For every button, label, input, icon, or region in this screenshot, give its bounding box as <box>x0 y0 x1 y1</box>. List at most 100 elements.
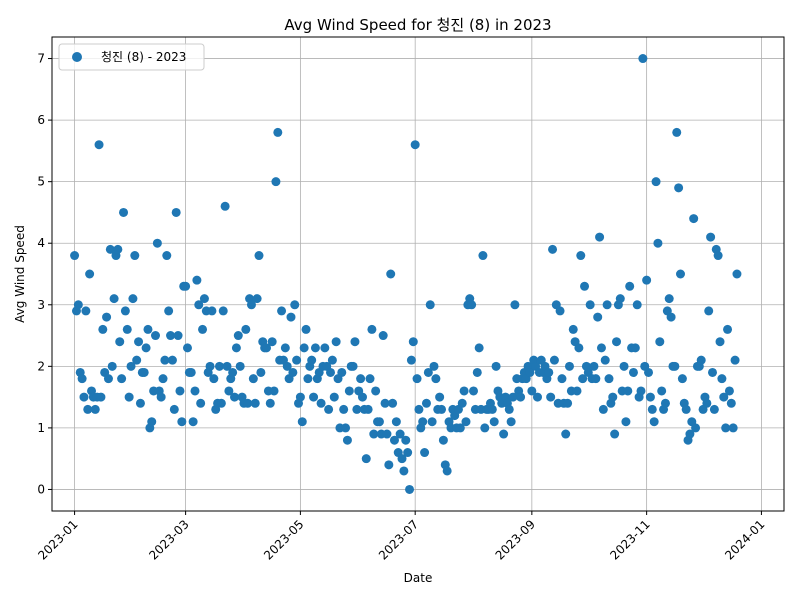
data-point <box>273 128 282 137</box>
data-point <box>341 423 350 432</box>
y-tick-label: 6 <box>37 113 45 127</box>
y-axis-label: Avg Wind Speed <box>13 225 27 323</box>
data-point <box>382 430 391 439</box>
data-point <box>499 430 508 439</box>
data-point <box>78 374 87 383</box>
data-point <box>251 399 260 408</box>
data-point <box>652 177 661 186</box>
data-point <box>710 405 719 414</box>
data-point <box>102 313 111 322</box>
data-point <box>557 374 566 383</box>
data-point <box>317 399 326 408</box>
data-point <box>288 368 297 377</box>
x-axis-label: Date <box>404 571 433 585</box>
data-point <box>661 399 670 408</box>
data-point <box>473 368 482 377</box>
data-point <box>595 233 604 242</box>
data-point <box>586 300 595 309</box>
data-point <box>236 362 245 371</box>
data-point <box>431 374 440 383</box>
data-point <box>657 386 666 395</box>
data-point <box>209 374 218 383</box>
data-point <box>644 368 653 377</box>
data-point <box>729 423 738 432</box>
data-point <box>612 337 621 346</box>
data-point <box>674 183 683 192</box>
data-point <box>207 306 216 315</box>
data-point <box>292 356 301 365</box>
data-point <box>175 386 184 395</box>
data-point <box>177 417 186 426</box>
data-point <box>85 270 94 279</box>
data-point <box>533 393 542 402</box>
data-point <box>119 208 128 217</box>
data-point <box>110 294 119 303</box>
data-point <box>574 343 583 352</box>
data-point <box>277 306 286 315</box>
data-point <box>672 128 681 137</box>
data-point <box>307 356 316 365</box>
data-point <box>379 331 388 340</box>
data-point <box>142 343 151 352</box>
data-point <box>678 374 687 383</box>
data-point <box>475 343 484 352</box>
data-point <box>298 417 307 426</box>
data-point <box>117 374 126 383</box>
data-point <box>646 393 655 402</box>
data-point <box>409 337 418 346</box>
data-point <box>104 374 113 383</box>
data-point <box>505 405 514 414</box>
data-point <box>665 294 674 303</box>
data-point <box>655 337 664 346</box>
chart-title: Avg Wind Speed for 청진 (8) in 2023 <box>284 16 551 34</box>
data-point <box>339 405 348 414</box>
data-point <box>507 417 516 426</box>
data-point <box>296 393 305 402</box>
data-point <box>392 417 401 426</box>
data-point <box>98 325 107 334</box>
data-point <box>206 362 215 371</box>
data-point <box>196 399 205 408</box>
data-point <box>290 300 299 309</box>
data-point <box>478 251 487 260</box>
data-point <box>157 393 166 402</box>
data-point <box>311 343 320 352</box>
data-point <box>716 337 725 346</box>
data-point <box>388 399 397 408</box>
data-point <box>143 325 152 334</box>
data-point <box>286 313 295 322</box>
data-point <box>510 300 519 309</box>
data-point <box>399 466 408 475</box>
data-point <box>682 405 691 414</box>
data-point <box>125 393 134 402</box>
data-point <box>717 374 726 383</box>
data-point <box>691 423 700 432</box>
data-point <box>147 417 156 426</box>
data-point <box>418 417 427 426</box>
data-point <box>544 368 553 377</box>
data-point <box>488 405 497 414</box>
data-point <box>650 417 659 426</box>
data-point <box>407 356 416 365</box>
data-point <box>565 362 574 371</box>
data-point <box>704 306 713 315</box>
data-point <box>96 393 105 402</box>
data-point <box>563 399 572 408</box>
data-point <box>593 313 602 322</box>
data-point <box>731 356 740 365</box>
data-point <box>580 282 589 291</box>
data-point <box>492 362 501 371</box>
legend-marker <box>72 52 82 62</box>
data-point <box>249 374 258 383</box>
data-point <box>623 386 632 395</box>
data-point <box>79 393 88 402</box>
data-point <box>420 448 429 457</box>
data-point <box>604 374 613 383</box>
legend: 청진 (8) - 2023 <box>59 44 204 70</box>
data-point <box>638 54 647 63</box>
data-point <box>591 374 600 383</box>
data-point <box>95 140 104 149</box>
data-point <box>561 430 570 439</box>
data-point <box>115 337 124 346</box>
